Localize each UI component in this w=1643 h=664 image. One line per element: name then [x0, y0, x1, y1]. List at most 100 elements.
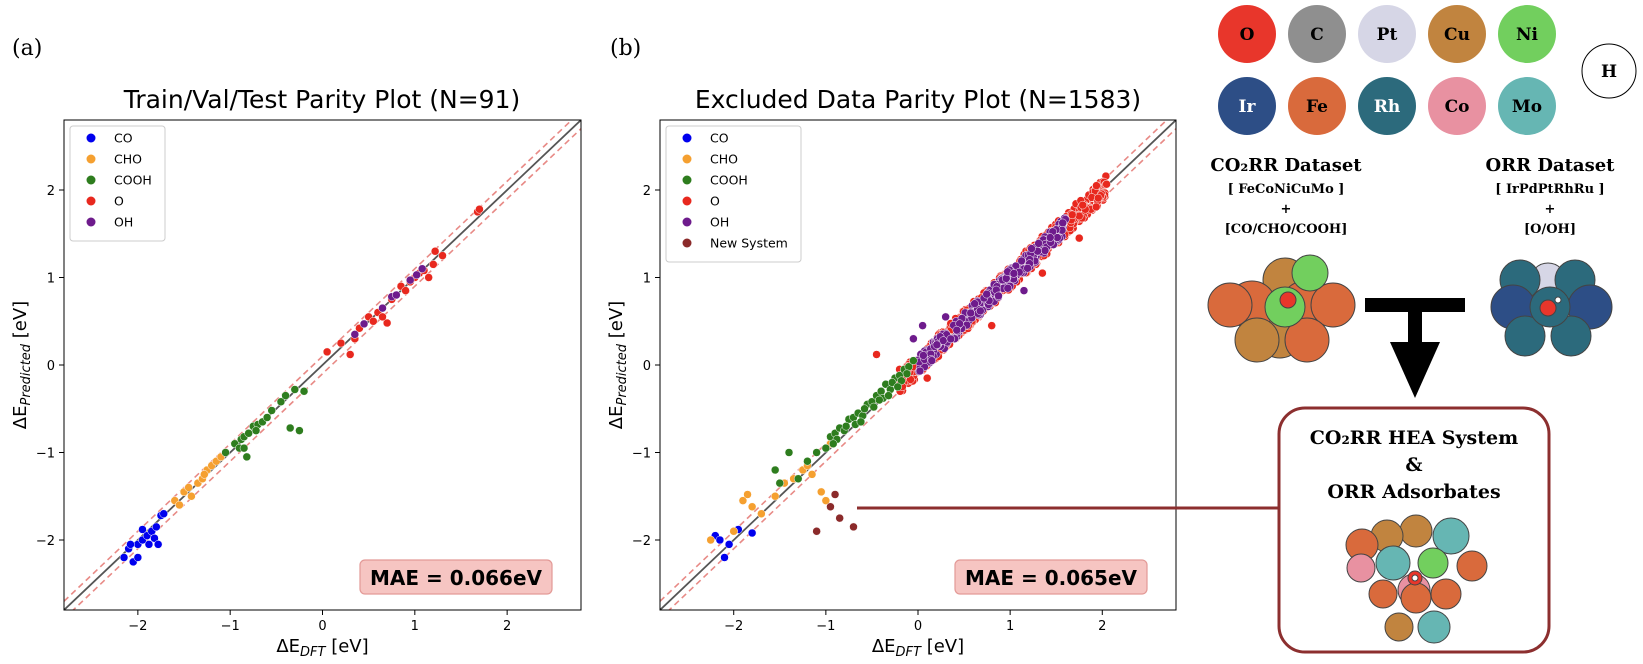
legend-marker: [682, 196, 692, 206]
element-circle: [1218, 5, 1276, 63]
hea-title-line2: &: [1405, 454, 1422, 476]
co2rr-dataset-heading: CO₂RR Dataset [ FeCoNiCuMo ] + [CO/CHO/C…: [1210, 155, 1362, 237]
mae-label: MAE = 0.065eV: [965, 566, 1138, 590]
element-symbol: Mo: [1512, 97, 1542, 117]
cluster-adsorbate: [1539, 299, 1557, 317]
x-tick-label: 2: [503, 619, 511, 634]
data-point: [932, 340, 942, 350]
x-tick-label: 0: [914, 619, 922, 634]
plot-a-mae-box: MAE = 0.066eV: [359, 559, 553, 595]
data-point: [927, 356, 937, 365]
data-point: [392, 290, 401, 300]
data-point: [1093, 193, 1103, 203]
data-point: [359, 319, 369, 329]
data-point: [1067, 210, 1077, 220]
data-point: [438, 251, 447, 260]
data-point: [276, 397, 286, 406]
orr-cluster-illustration: [1490, 259, 1613, 357]
cluster-atom: [1310, 282, 1356, 328]
plot-b-xlabel: ΔEDFT [eV]: [872, 636, 964, 660]
x-tick-label: 1: [1006, 619, 1014, 634]
data-point: [720, 553, 729, 562]
parity-lower-bound: [72, 128, 581, 610]
orr-dataset-adsorbates: [O/OH]: [1524, 222, 1576, 237]
data-point: [475, 205, 484, 214]
data-point: [982, 289, 991, 299]
x-tick-label: −1: [816, 619, 835, 634]
data-point: [724, 540, 734, 549]
data-point: [729, 527, 738, 536]
data-point: [884, 391, 893, 400]
legend-marker: [86, 175, 96, 185]
y-tick-label: 1: [643, 272, 651, 287]
legend-entry: CHO: [710, 152, 738, 167]
cluster-atom: [1234, 317, 1280, 363]
cluster-atom: [1432, 517, 1470, 555]
cluster-adsorbate-h: [1554, 296, 1562, 304]
plot-a-title: Train/Val/Test Parity Plot (N=91): [123, 85, 521, 114]
legend-frame: [69, 125, 166, 242]
data-point: [747, 502, 757, 511]
data-point: [138, 525, 147, 534]
data-point: [152, 522, 161, 532]
cluster-atom: [1375, 545, 1411, 581]
data-point: [350, 330, 360, 339]
legend-entry: CO: [710, 131, 729, 146]
data-point: [946, 334, 956, 344]
data-point: [175, 500, 184, 510]
co2rr-dataset-elements: [ FeCoNiCuMo ]: [1228, 182, 1345, 197]
data-point: [743, 490, 752, 499]
data-point: [1045, 233, 1055, 242]
parity-plot-b: Excluded Data Parity Plot (N=1583) −2 −1 0…: [606, 85, 1177, 660]
plot-b-title: Excluded Data Parity Plot (N=1583): [695, 85, 1141, 114]
legend-entry: O: [710, 194, 720, 209]
x-tick-label: 0: [318, 619, 326, 634]
data-point: [909, 334, 918, 343]
element-circle: [1498, 5, 1556, 63]
data-point: [876, 387, 886, 396]
data-point: [382, 318, 392, 328]
data-point: [417, 264, 427, 273]
cluster-adsorbate: [1279, 291, 1297, 309]
plot-a-ylabel: ΔEPredicted [eV]: [10, 301, 34, 429]
x-tick-label: −2: [724, 619, 743, 634]
element-symbol: C: [1310, 25, 1324, 45]
element-symbol: Ir: [1239, 97, 1257, 117]
plot-b-points: [706, 171, 1111, 562]
y-tick-label: 1: [47, 272, 55, 287]
element-circle: [1428, 77, 1486, 135]
data-point: [1102, 179, 1111, 189]
mae-box-background: [954, 559, 1148, 595]
data-point: [1009, 269, 1019, 278]
cluster-atom: [1399, 514, 1433, 548]
data-point: [244, 429, 253, 438]
data-point: [770, 492, 780, 501]
data-point: [918, 321, 927, 330]
data-point: [242, 452, 252, 462]
co2rr-dataset-title: CO₂RR Dataset: [1210, 155, 1362, 176]
data-point: [784, 448, 794, 457]
element-circle: [1358, 77, 1416, 135]
orr-dataset-title: ORR Dataset: [1485, 155, 1615, 176]
data-point: [144, 540, 154, 549]
data-point: [184, 483, 193, 492]
data-point: [812, 527, 821, 536]
data-point: [187, 492, 196, 501]
legend-entry: COOH: [114, 173, 152, 188]
data-point: [849, 522, 858, 532]
x-tick-label: −1: [221, 619, 240, 634]
data-point: [345, 350, 355, 359]
cluster-atom: [1417, 610, 1451, 644]
data-point: [807, 470, 817, 479]
co2rr-dataset-plus: +: [1281, 202, 1292, 217]
data-point: [200, 470, 209, 479]
data-point: [860, 404, 869, 413]
cluster-atom: [1384, 612, 1414, 642]
cluster-atom: [1368, 579, 1398, 609]
data-point: [405, 275, 415, 285]
data-point: [159, 509, 168, 518]
data-point: [902, 369, 912, 378]
plot-a-xlabel: ΔEDFT [eV]: [276, 636, 368, 660]
data-point: [987, 321, 996, 330]
